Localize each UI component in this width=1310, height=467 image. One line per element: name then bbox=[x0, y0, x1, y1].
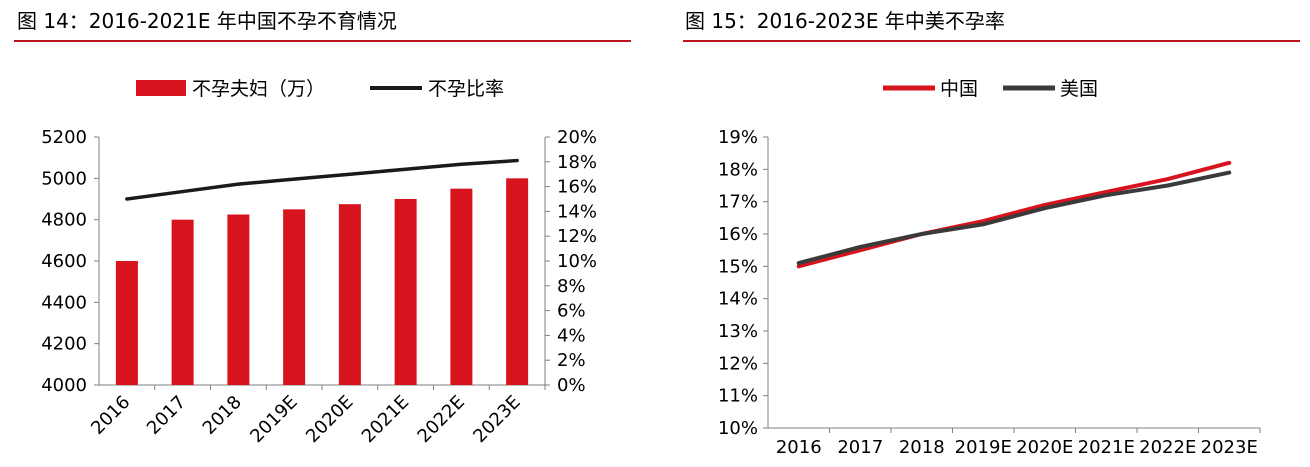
right-tick-label: 10% bbox=[557, 251, 597, 272]
y-tick-label: 10% bbox=[718, 418, 758, 439]
ratio-line bbox=[125, 158, 519, 201]
bar bbox=[450, 188, 473, 385]
right-tick-label: 8% bbox=[557, 276, 586, 297]
figure-14-title: 图 14：2016-2021E 年中国不孕不育情况 bbox=[17, 9, 397, 33]
bar bbox=[394, 199, 417, 385]
y-tick-label: 14% bbox=[718, 289, 758, 310]
bar bbox=[506, 178, 529, 385]
y-tick-label: 13% bbox=[718, 321, 758, 342]
right-tick-label: 14% bbox=[557, 201, 597, 222]
legend-china-label: 中国 bbox=[940, 78, 978, 100]
right-tick-label: 6% bbox=[557, 301, 586, 322]
y-tick-label: 12% bbox=[718, 353, 758, 374]
bar bbox=[171, 219, 194, 385]
x-tick-label: 2023E bbox=[1201, 437, 1258, 458]
y-tick-label: 19% bbox=[718, 127, 758, 148]
right-tick-label: 12% bbox=[557, 226, 597, 247]
left-tick-label: 4200 bbox=[41, 334, 87, 355]
china-line bbox=[796, 160, 1232, 269]
left-tick-label: 4600 bbox=[41, 251, 87, 272]
left-tick-label: 4400 bbox=[41, 292, 87, 313]
bar bbox=[283, 209, 306, 385]
figure-14-title-rule bbox=[14, 40, 631, 42]
left-tick-label: 4800 bbox=[41, 210, 87, 231]
left-tick-label: 4000 bbox=[41, 375, 87, 396]
x-tick-label: 2018 bbox=[899, 437, 945, 458]
usa-line bbox=[796, 170, 1232, 266]
x-tick-label: 2017 bbox=[837, 437, 883, 458]
figure-15-title: 图 15：2016-2023E 年中美不孕率 bbox=[685, 9, 1005, 33]
legend-line-label: 不孕比率 bbox=[428, 78, 504, 100]
y-tick-label: 17% bbox=[718, 192, 758, 213]
x-tick-label: 2020E bbox=[1016, 437, 1073, 458]
left-tick-label: 5000 bbox=[41, 168, 87, 189]
right-tick-label: 4% bbox=[557, 325, 586, 346]
bar bbox=[227, 214, 250, 385]
left-tick-label: 5200 bbox=[41, 127, 87, 148]
x-tick-label: 2016 bbox=[776, 437, 822, 458]
right-tick-label: 0% bbox=[557, 375, 586, 396]
y-tick-label: 11% bbox=[718, 386, 758, 407]
x-tick-label: 2021E bbox=[1078, 437, 1135, 458]
x-tick-label: 2022E bbox=[1139, 437, 1196, 458]
y-tick-label: 18% bbox=[718, 159, 758, 180]
bar bbox=[338, 204, 361, 385]
y-tick-label: 16% bbox=[718, 224, 758, 245]
legend-bar-label: 不孕夫妇（万） bbox=[192, 78, 325, 100]
y-tick-label: 15% bbox=[718, 256, 758, 277]
right-tick-label: 16% bbox=[557, 177, 597, 198]
right-tick-label: 18% bbox=[557, 152, 597, 173]
legend-usa-label: 美国 bbox=[1060, 78, 1098, 100]
right-tick-label: 2% bbox=[557, 350, 586, 371]
right-tick-label: 20% bbox=[557, 127, 597, 148]
bar bbox=[115, 261, 138, 385]
legend-bar-swatch bbox=[136, 80, 186, 96]
x-tick-label: 2019E bbox=[955, 437, 1012, 458]
figure-15-title-rule bbox=[683, 40, 1300, 42]
